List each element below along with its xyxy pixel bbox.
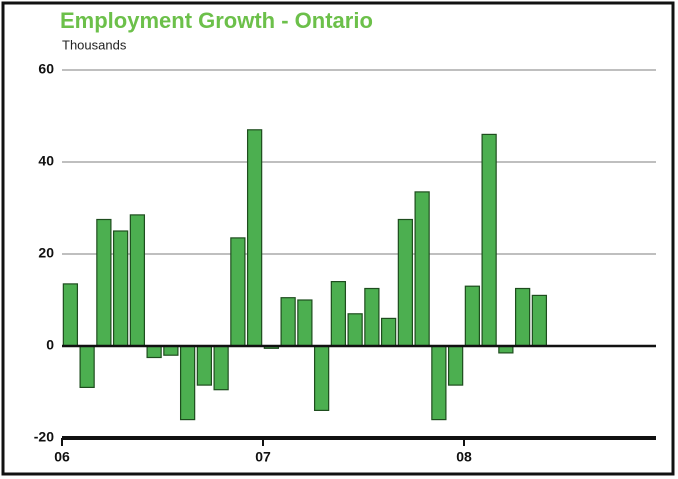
bar: [280, 297, 296, 347]
bar: [112, 230, 129, 347]
bar: [230, 237, 246, 347]
bar: [481, 133, 497, 347]
bar: [347, 313, 363, 347]
y-tick-label: -20: [34, 429, 54, 445]
bar: [129, 214, 146, 347]
y-tick-label: 40: [38, 153, 54, 169]
bar: [196, 345, 213, 386]
bar: [146, 345, 162, 359]
bar: [179, 345, 196, 421]
bar: [531, 294, 548, 347]
x-tick-label: 08: [456, 449, 472, 465]
y-tick-label: 0: [46, 337, 54, 353]
bar: [397, 218, 414, 347]
bar: [330, 281, 347, 347]
bar: [96, 218, 112, 347]
bar: [380, 317, 397, 347]
chart-subtitle: Thousands: [62, 37, 127, 52]
bar: [414, 191, 430, 347]
x-tick-label: 07: [255, 449, 271, 465]
bar: [364, 287, 380, 347]
bar: [246, 129, 263, 347]
bar: [431, 345, 447, 421]
bar: [79, 345, 95, 389]
bar: [62, 283, 79, 347]
chart-title: Employment Growth - Ontario: [60, 8, 373, 33]
x-tick-label: 06: [54, 449, 70, 465]
bar: [514, 287, 531, 347]
bar: [213, 345, 229, 391]
bar: [163, 345, 179, 356]
bar: [464, 285, 481, 347]
y-tick-label: 60: [38, 61, 54, 77]
bar: [447, 345, 464, 386]
bar: [297, 299, 313, 347]
bar: [313, 345, 330, 412]
y-tick-label: 20: [38, 245, 54, 261]
